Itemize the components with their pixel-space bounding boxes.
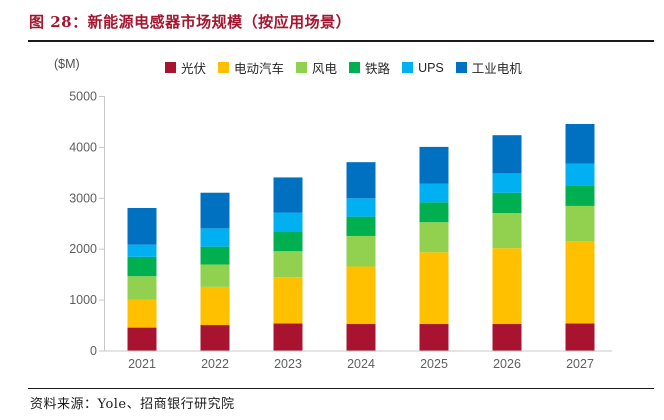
- bar-2023-ev: [273, 277, 303, 324]
- bar-2023-wind: [273, 251, 303, 278]
- bar-2026-pv: [492, 324, 522, 351]
- bar-2025-ev: [419, 252, 449, 325]
- stacked-bar-chart: 0 1000 2000 3000 4000 5000 2021 2022 2023 2024 202…: [69, 90, 612, 371]
- legend-label-ev: 电动汽车: [234, 62, 285, 76]
- bar-2021-ups: [127, 244, 157, 257]
- legend-label-rail: 铁路: [365, 62, 391, 76]
- figure-title: 图 28：新能源电感器市场规模（按应用场景）: [29, 13, 352, 31]
- chart-legend: 光伏 电动汽车 风电 铁路 UPS 工业电机: [165, 58, 522, 77]
- bar-2022-pv: [200, 325, 230, 351]
- bar-2024-ev: [346, 266, 376, 325]
- legend-item-ev: 电动汽车: [218, 58, 284, 77]
- title-rule: [28, 40, 654, 42]
- bar-2027-ups: [565, 163, 595, 186]
- legend-item-wind: 风电: [296, 58, 337, 77]
- bar-2022-wind: [200, 264, 230, 287]
- y-tick-label-2000: 2000: [69, 242, 97, 256]
- bar-2026-wind: [492, 213, 522, 249]
- bar-2027-wind: [565, 205, 595, 242]
- x-tick-label-2021: 2021: [128, 357, 156, 371]
- x-tick-label-2022: 2022: [201, 357, 229, 371]
- bar-2026-ev: [492, 248, 522, 325]
- bar-2021-pv: [127, 327, 157, 351]
- bar-2021-rail: [127, 256, 157, 277]
- y-axis-unit-label: ($M): [54, 57, 80, 71]
- bar-2027-motor: [565, 123, 595, 164]
- legend-label-pv: 光伏: [181, 62, 207, 76]
- bar-2023-pv: [273, 323, 303, 351]
- bar-2025-ups: [419, 183, 449, 203]
- y-tick-label-4000: 4000: [69, 140, 97, 154]
- bar-2025-wind: [419, 222, 449, 253]
- y-tick-label-5000: 5000: [69, 90, 97, 104]
- x-tick-label-2025: 2025: [420, 357, 448, 371]
- y-tick-label-3000: 3000: [69, 191, 97, 205]
- bar-2024-ups: [346, 198, 376, 217]
- legend-item-pv: 光伏: [165, 58, 206, 77]
- legend-swatch-rail: [349, 62, 361, 73]
- legend-item-rail: 铁路: [349, 58, 390, 77]
- legend-item-ups: UPS: [402, 61, 444, 75]
- legend-label-motor: 工业电机: [471, 62, 522, 76]
- y-tick-label-0: 0: [90, 344, 97, 358]
- bar-2026-motor: [492, 135, 522, 174]
- bar-2022-motor: [200, 192, 230, 229]
- bar-2024-wind: [346, 235, 376, 267]
- x-tick-label-2027: 2027: [566, 357, 594, 371]
- source-note: 资料来源：Yole、招商银行研究院: [30, 397, 235, 412]
- bar-2021-motor: [127, 207, 157, 245]
- legend-item-motor: 工业电机: [455, 58, 522, 77]
- legend-label-ups: UPS: [418, 60, 444, 75]
- bar-2024-rail: [346, 216, 376, 236]
- bar-2025-motor: [419, 146, 449, 184]
- bar-2026-ups: [492, 173, 522, 193]
- bar-2025-rail: [419, 202, 449, 223]
- x-tick-label-2026: 2026: [493, 357, 521, 371]
- bar-2027-rail: [565, 185, 595, 206]
- bar-2021-wind: [127, 276, 157, 300]
- legend-swatch-wind: [296, 62, 308, 73]
- legend-label-wind: 风电: [312, 62, 338, 76]
- legend-swatch-pv: [165, 62, 176, 73]
- bar-2023-ups: [273, 212, 303, 232]
- bar-2026-rail: [492, 192, 522, 214]
- legend-swatch-motor: [455, 62, 467, 73]
- bar-2025-pv: [419, 324, 449, 351]
- bar-2022-ev: [200, 286, 230, 326]
- legend-swatch-ev: [218, 62, 230, 73]
- bar-2027-ev: [565, 241, 595, 324]
- x-tick-label-2024: 2024: [347, 357, 375, 371]
- x-tick-label-2023: 2023: [274, 357, 302, 371]
- bar-2027-pv: [565, 323, 595, 351]
- bar-2024-pv: [346, 324, 376, 351]
- legend-swatch-ups: [402, 62, 414, 73]
- footer-rule: [28, 388, 654, 389]
- bar-2022-ups: [200, 228, 230, 247]
- bar-2022-rail: [200, 246, 230, 265]
- bar-2024-motor: [346, 162, 376, 199]
- bar-2023-motor: [273, 177, 303, 213]
- bar-2021-ev: [127, 299, 157, 328]
- bar-2023-rail: [273, 231, 303, 252]
- y-tick-label-1000: 1000: [69, 293, 97, 307]
